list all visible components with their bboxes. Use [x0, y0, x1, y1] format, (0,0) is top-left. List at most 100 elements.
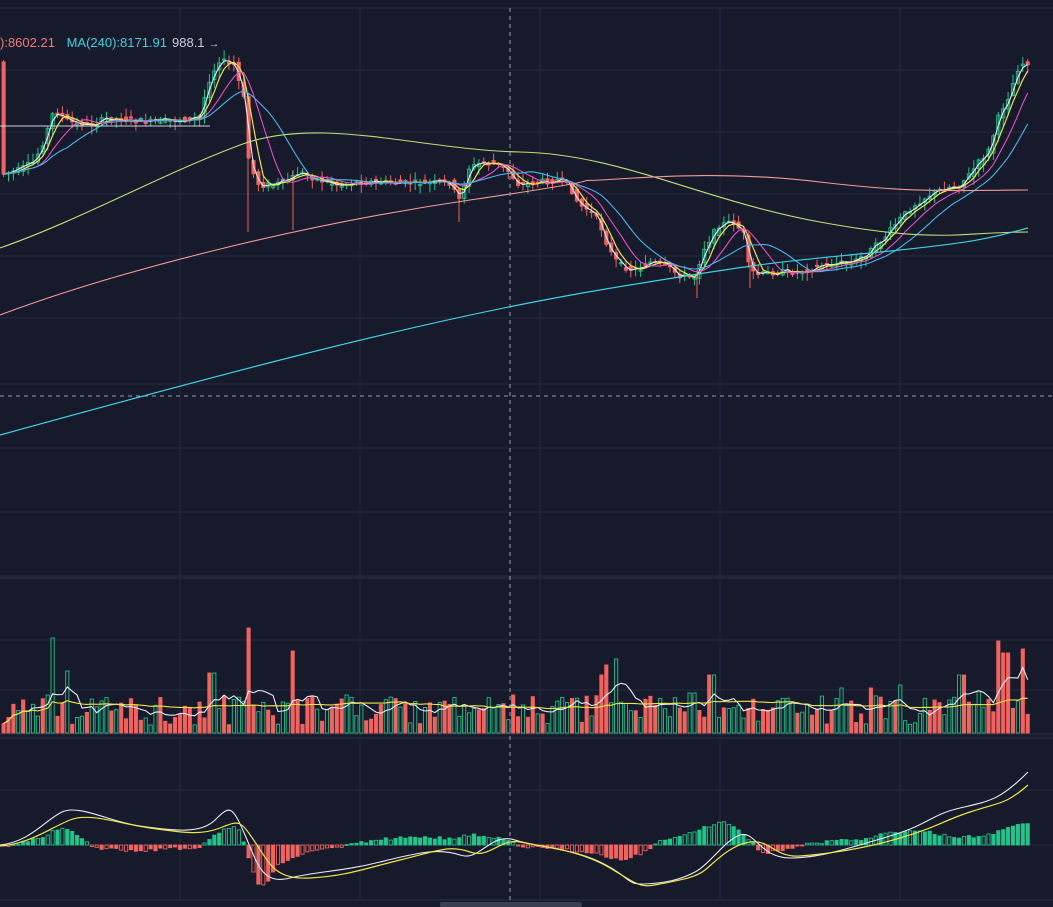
macd-bar [609, 844, 614, 860]
macd-bar [618, 844, 624, 861]
volume-bar [834, 697, 839, 734]
price-pane[interactable] [0, 50, 1030, 436]
macd-bar [158, 844, 163, 849]
macd-bar [623, 844, 628, 860]
macd-bar [952, 837, 957, 846]
macd-bar [408, 836, 413, 846]
macd-bar [976, 835, 981, 846]
volume-bar [442, 700, 447, 734]
macd-bar [378, 839, 383, 846]
candle [329, 176, 334, 192]
macd-bar [790, 844, 795, 849]
volume-bar [986, 699, 991, 734]
macd-bar [413, 836, 418, 846]
volume-bar [942, 714, 947, 734]
volume-bar [452, 697, 457, 734]
macd-bar [60, 827, 65, 846]
macd-bar [285, 844, 290, 861]
volume-bar [545, 723, 550, 734]
volume-bar [746, 708, 751, 734]
candle [388, 175, 393, 186]
macd-bar [481, 835, 486, 846]
macd-bar [212, 834, 217, 846]
macd-bar [844, 839, 849, 846]
volume-bar [158, 697, 163, 734]
candle [702, 241, 707, 270]
macd-bar [35, 838, 40, 846]
volume-bar [84, 711, 89, 734]
volume-bar [182, 705, 187, 734]
macd-bar [736, 829, 741, 846]
volume-bar [1025, 713, 1030, 734]
macd-bar [70, 831, 75, 846]
macd-bar [246, 844, 251, 859]
volume-bar [849, 700, 854, 734]
macd-bar [295, 844, 300, 857]
volume-bar [11, 703, 16, 734]
macd-bar [898, 833, 903, 846]
macd-bar [173, 844, 178, 848]
macd-bar [275, 844, 281, 865]
macd-bar [94, 844, 99, 848]
volume-bar [839, 687, 844, 734]
macd-bar [1006, 827, 1011, 846]
volume-ma-line [3, 697, 1028, 724]
macd-bar [672, 836, 677, 846]
macd-bar [775, 844, 780, 851]
ma240-line [0, 227, 1029, 436]
volume-bar [550, 705, 555, 734]
volume-bar [648, 695, 653, 734]
volume-bar [403, 703, 408, 734]
volume-bar [751, 698, 756, 734]
candle [65, 109, 70, 121]
candle [810, 268, 815, 278]
macd-bar [716, 821, 722, 846]
volume-bar [511, 694, 516, 734]
macd-bar [222, 828, 227, 846]
horizontal-scrollbar[interactable] [440, 902, 582, 907]
volume-bar [584, 695, 589, 734]
volume-pane[interactable] [1, 627, 1030, 734]
volume-bar [525, 716, 530, 734]
volume-bar [114, 709, 119, 734]
volume-bar [589, 715, 594, 734]
macd-bar [300, 844, 305, 855]
volume-bar [692, 692, 697, 734]
volume-bar [329, 707, 334, 734]
candle [40, 141, 45, 155]
macd-bar [138, 844, 143, 852]
volume-bar [947, 699, 952, 734]
macd-bar [187, 844, 192, 850]
volume-bar [16, 709, 21, 734]
volume-bar [408, 722, 413, 734]
volume-bar [991, 711, 996, 734]
volume-bar [133, 705, 138, 734]
volume-bar [917, 713, 922, 734]
candle [138, 116, 143, 121]
macd-bar [50, 830, 55, 846]
volume-bar [393, 698, 398, 734]
macd-pane[interactable] [0, 771, 1030, 887]
volume-bar [418, 723, 423, 734]
volume-bar [614, 658, 619, 734]
macd-bar [805, 842, 810, 846]
macd-bar [383, 837, 388, 846]
volume-bar [344, 694, 349, 734]
volume-bar [800, 711, 805, 734]
volume-bar [295, 700, 300, 734]
volume-bar [609, 702, 614, 734]
volume-bar [437, 701, 442, 734]
candle [1001, 103, 1006, 127]
volume-bar [471, 708, 477, 734]
macd-bar [447, 837, 452, 846]
volume-bar [1020, 648, 1025, 734]
macd-bar [271, 844, 276, 873]
macd-bar [26, 841, 31, 846]
volume-bar [236, 696, 241, 734]
volume-bar [373, 713, 379, 734]
crosshair [0, 8, 1053, 900]
candle [124, 108, 129, 125]
macd-bar [1001, 829, 1006, 846]
volume-bar [89, 698, 94, 734]
